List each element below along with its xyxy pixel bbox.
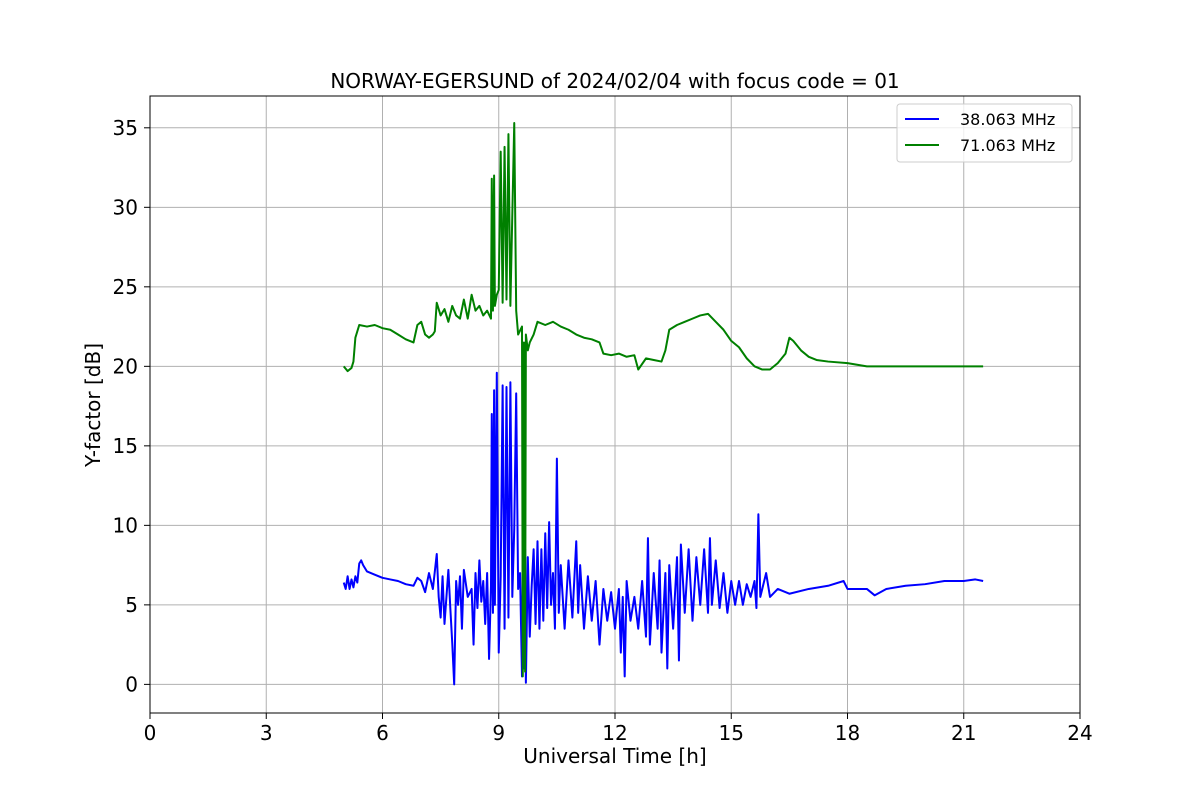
x-tick-label: 6 [376,721,389,745]
x-tick-label: 18 [835,721,860,745]
x-axis: 0 3 6 9 12 15 18 21 24 [144,713,1093,745]
x-tick-label: 12 [602,721,627,745]
y-tick-label: 20 [113,354,138,378]
x-tick-label: 24 [1067,721,1092,745]
y-tick-label: 30 [113,195,138,219]
series-line-38mhz [342,371,984,686]
x-axis-label: Universal Time [h] [523,744,706,768]
legend: 38.063 MHz 71.063 MHz [896,103,1073,163]
y-tick-label: 0 [125,672,138,696]
plot-area [342,122,984,686]
x-tick-label: 0 [144,721,157,745]
series-layer [342,122,984,686]
x-tick-label: 21 [951,721,976,745]
legend-label-71mhz: 71.063 MHz [960,136,1055,155]
x-tick-label: 3 [260,721,273,745]
x-tick-label: 15 [719,721,744,745]
x-tick-label: 9 [492,721,505,745]
legend-label-38mhz: 38.063 MHz [960,110,1055,129]
y-axis-label: Y-factor [dB] [81,343,105,468]
y-tick-label: 25 [113,275,138,299]
y-tick-label: 15 [113,434,138,458]
y-tick-label: 5 [125,593,138,617]
y-axis: 0 5 10 15 20 25 30 35 [113,116,150,696]
chart-title: NORWAY-EGERSUND of 2024/02/04 with focus… [330,69,899,93]
y-tick-label: 10 [113,513,138,537]
legend-box [896,103,1073,163]
y-tick-label: 35 [113,116,138,140]
series-line-71mhz [342,122,984,678]
